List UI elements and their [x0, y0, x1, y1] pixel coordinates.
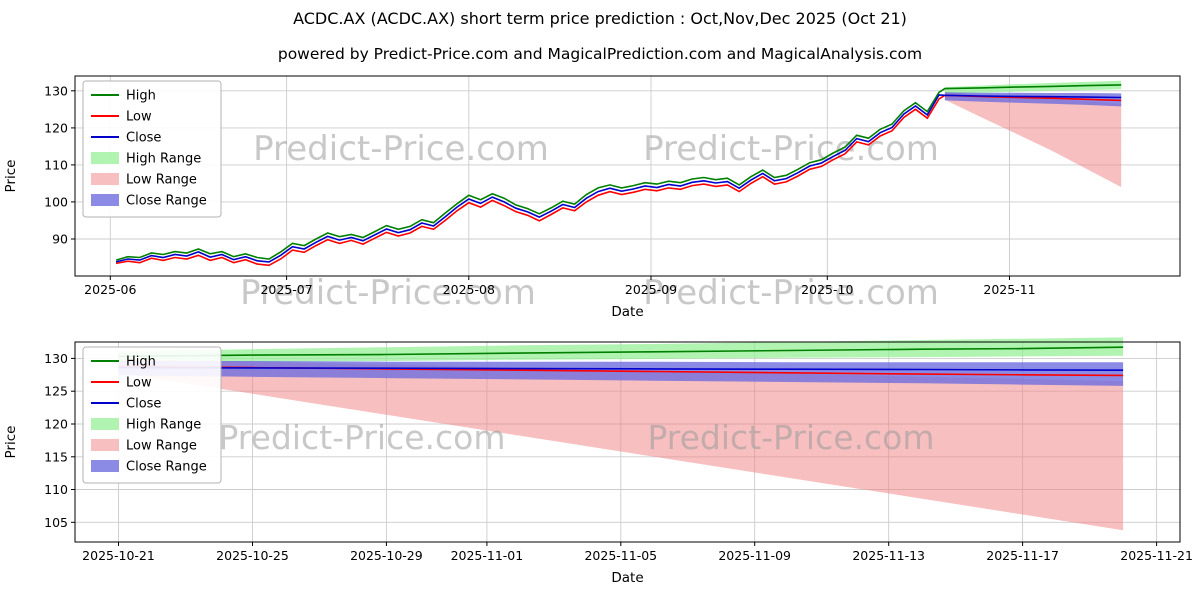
chart-prediction-zoom: Predict-Price.com Predict-Price.com 2025-1… — [0, 320, 1200, 600]
plot-frame — [74, 341, 1181, 543]
x-tick-label: 2025-10-25 — [216, 548, 289, 563]
x-axis-label: Date — [611, 304, 643, 320]
legend-label: Close — [126, 397, 161, 412]
series-close-line — [115, 94, 1122, 263]
y-tick-label: 120 — [44, 120, 68, 135]
y-axis-label: Price — [3, 160, 19, 193]
watermark-text: Predict-Price.com — [240, 273, 536, 313]
figure-title: ACDC.AX (ACDC.AX) short term price predi… — [293, 9, 907, 28]
legend-patch-swatch — [91, 439, 119, 451]
legend-label: Close Range — [126, 194, 207, 209]
x-tick-label: 2025-11-01 — [451, 548, 524, 563]
series-low-line — [115, 94, 1122, 267]
x-tick-label: 2025-11-09 — [718, 548, 791, 563]
y-tick-label: 115 — [44, 449, 68, 464]
legend-label: Low Range — [126, 173, 197, 188]
legend-patch-swatch — [91, 418, 119, 430]
y-tick-label: 100 — [44, 194, 68, 209]
watermark-text: Predict-Price.com — [647, 418, 934, 457]
band-high-range — [118, 337, 1124, 363]
x-tick-label: 2025-10-29 — [350, 548, 423, 563]
x-tick-label: 2025-07 — [260, 282, 312, 297]
series-high-line — [118, 346, 1124, 358]
legend-patch-swatch — [91, 194, 119, 206]
x-tick-label: 2025-10-21 — [82, 548, 155, 563]
series-close-line — [118, 366, 1124, 371]
y-tick-label: 110 — [44, 482, 68, 497]
x-tick-label: 2025-11-17 — [986, 548, 1059, 563]
x-tick-label: 2025-11-21 — [1120, 548, 1193, 563]
legend-label: High Range — [126, 418, 201, 433]
watermark-text: Predict-Price.com — [643, 273, 939, 313]
legend-label: High Range — [126, 152, 201, 167]
y-tick-label: 130 — [44, 83, 68, 98]
y-tick-label: 105 — [44, 515, 68, 530]
chart-canvas: Predict-Price.com Predict-Price.com 2025-1… — [3, 337, 1193, 586]
band-close-range — [118, 361, 1124, 386]
legend-label: Low — [126, 376, 152, 391]
band-low-range — [944, 92, 1122, 188]
legend-label: Close Range — [126, 460, 207, 475]
chart-canvas: Predict-Price.com Predict-Price.com Predic… — [3, 75, 1181, 320]
legend-patch-swatch — [91, 152, 119, 164]
watermark-text: Predict-Price.com — [218, 418, 505, 457]
legend-label: Low Range — [126, 439, 197, 454]
y-tick-label: 125 — [44, 384, 68, 399]
x-tick-label: 2025-06 — [84, 282, 136, 297]
y-axis-label: Price — [3, 426, 19, 459]
figure-header: ACDC.AX (ACDC.AX) short term price predi… — [0, 0, 1200, 70]
legend-patch-swatch — [91, 460, 119, 472]
legend-label: Low — [126, 110, 152, 125]
x-tick-label: 2025-09 — [625, 282, 677, 297]
y-tick-label: 110 — [44, 157, 68, 172]
legend-patch-swatch — [91, 173, 119, 185]
y-tick-label: 120 — [44, 417, 68, 432]
series-high-line — [115, 84, 1122, 261]
x-tick-label: 2025-10 — [801, 282, 853, 297]
x-tick-label: 2025-11-13 — [852, 548, 925, 563]
y-tick-label: 90 — [52, 232, 68, 247]
x-tick-label: 2025-11-05 — [584, 548, 657, 563]
x-tick-label: 2025-11 — [983, 282, 1035, 297]
band-low-range — [118, 359, 1124, 531]
y-tick-label: 130 — [44, 351, 68, 366]
plot-frame — [74, 75, 1181, 277]
chart-overview: Predict-Price.com Predict-Price.com Predic… — [0, 70, 1200, 320]
watermark-text: Predict-Price.com — [643, 129, 939, 169]
watermark-text: Predict-Price.com — [253, 129, 549, 169]
x-tick-label: 2025-08 — [443, 282, 495, 297]
legend-label: High — [126, 355, 156, 370]
legend-label: Close — [126, 131, 161, 146]
figure-subtitle: powered by Predict-Price.com and Magical… — [277, 45, 923, 63]
x-axis-label: Date — [611, 570, 643, 586]
legend-label: High — [126, 89, 156, 104]
